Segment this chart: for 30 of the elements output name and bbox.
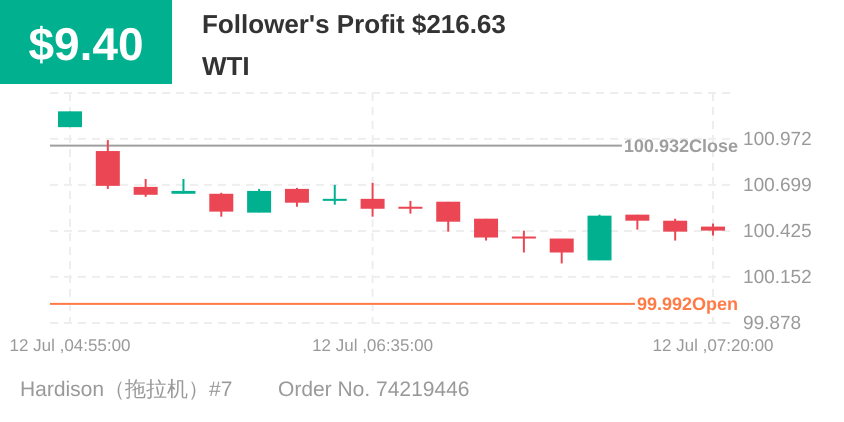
chart-subtitle: WTI: [202, 51, 250, 81]
text: $9.40: [28, 18, 144, 70]
candlestick: [284, 186, 309, 208]
candlestick: [247, 188, 272, 214]
candlestick: [474, 218, 498, 242]
candlestick: [209, 192, 234, 218]
candlestick: [171, 178, 196, 195]
text: Hardison（拖拉机）#7: [20, 378, 232, 401]
candlestick: [512, 230, 536, 254]
y-tick-label: 100.972: [743, 129, 812, 150]
y-tick-label: 100.152: [743, 266, 812, 288]
candlestick: [398, 200, 422, 215]
x-tick-label: 12 Jul ,04:55:00: [10, 336, 130, 355]
candlestick: [134, 178, 158, 198]
ref-line-label: 99.992Open: [636, 294, 738, 314]
candlestick: [436, 200, 460, 233]
chart-title: Follower's Profit $216.63: [202, 9, 506, 39]
text: Order No. 74219446: [278, 378, 470, 401]
ref-line-label: 100.932Close: [624, 136, 738, 156]
y-tick-label: 99.878: [743, 313, 802, 334]
candlestick: [550, 238, 574, 264]
y-tick-label: 100.425: [743, 221, 812, 242]
x-tick-label: 12 Jul ,07:20:00: [652, 336, 774, 355]
x-tick-label: 12 Jul ,06:35:00: [312, 336, 434, 355]
candlestick: [322, 184, 347, 206]
candlestick: [360, 182, 385, 218]
candlestick: [663, 218, 688, 242]
y-tick-label: 100.699: [743, 174, 812, 196]
candlestick: [701, 222, 725, 237]
candlestick: [625, 214, 650, 231]
